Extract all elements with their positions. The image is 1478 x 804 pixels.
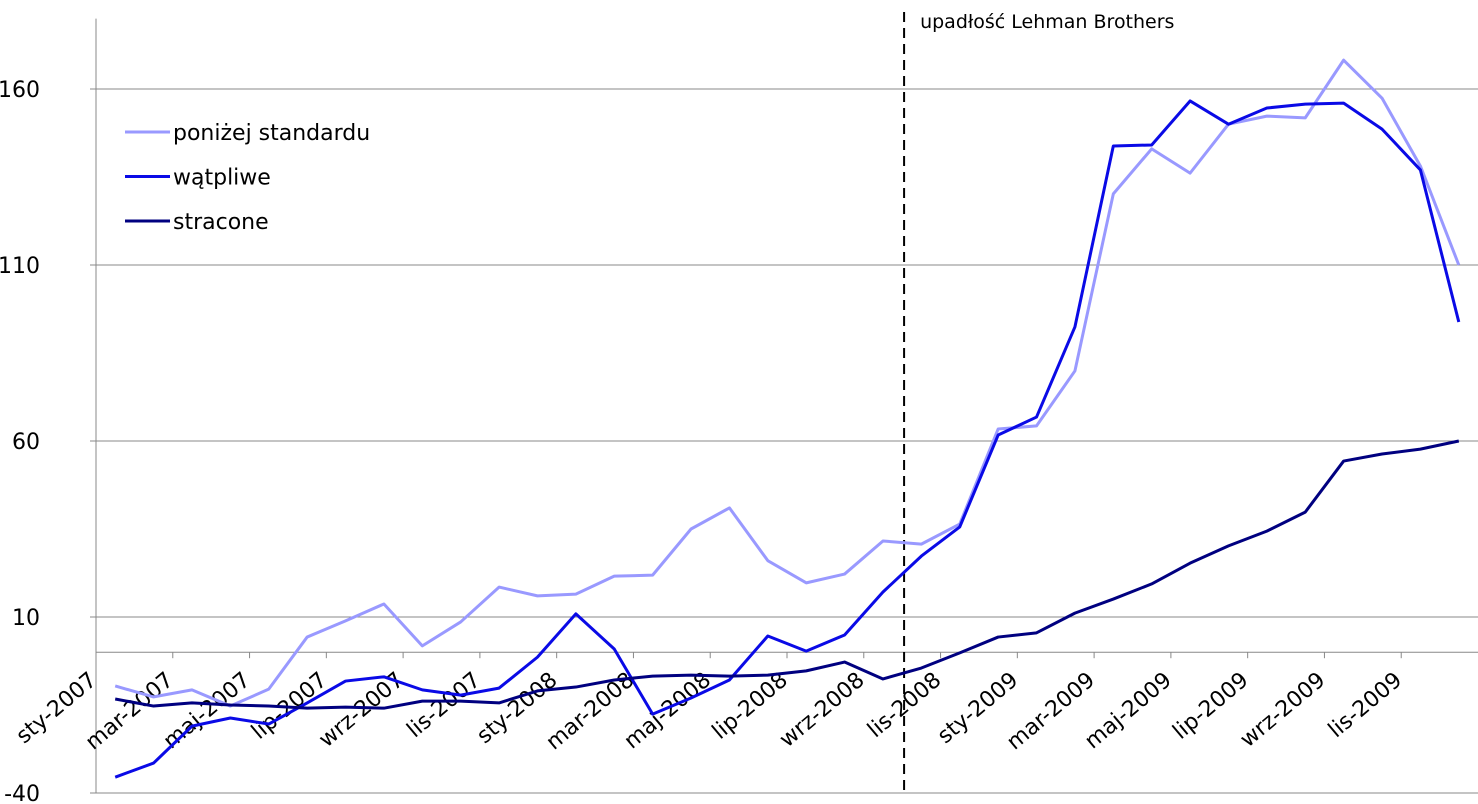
y-tick-label: 60 <box>12 430 40 455</box>
y-tick-label: -40 <box>4 782 40 804</box>
annotation: upadłość Lehman Brothers <box>920 11 1174 33</box>
y-tick-label: 10 <box>12 606 40 631</box>
legend-label: wątpliwe <box>173 166 271 191</box>
x-tick-label: lis-2009 <box>1324 668 1407 743</box>
legend-label: stracone <box>173 210 269 235</box>
y-tick-label: 110 <box>0 254 40 279</box>
series-line <box>114 58 1461 708</box>
x-tick-label: wrz-2009 <box>1236 668 1331 753</box>
legend-label: poniżej standardu <box>173 121 370 146</box>
x-tick-label: wrz-2008 <box>775 668 870 753</box>
series-line <box>114 99 1461 779</box>
y-tick-label: 160 <box>0 78 40 103</box>
series-line <box>114 439 1460 710</box>
